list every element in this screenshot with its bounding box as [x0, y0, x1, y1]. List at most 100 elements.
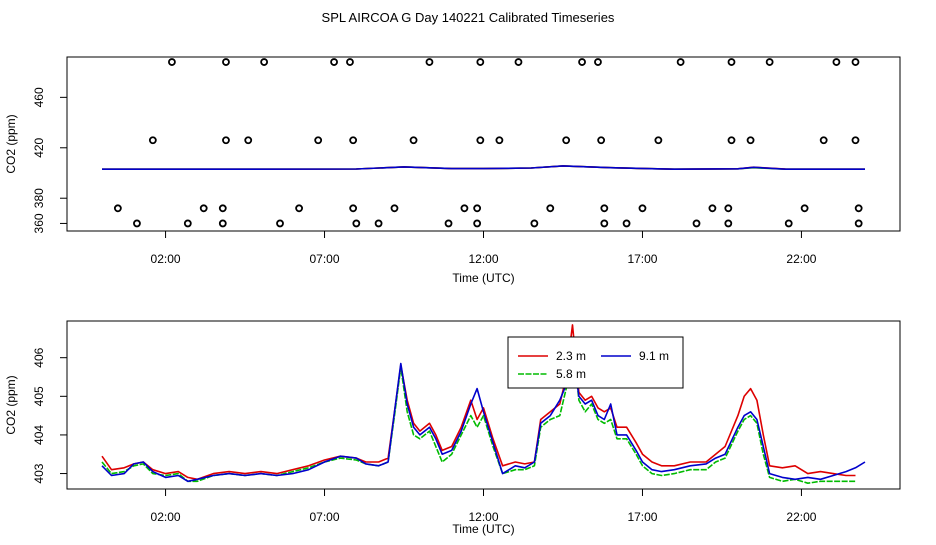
data-point [352, 219, 361, 228]
top-panel: 02:00 07:00 12:00 17:00 22:00 360 380 420 460 Tim… [4, 56, 901, 285]
series-line-2 [102, 165, 865, 170]
x-tick-label: 02:00 [151, 252, 181, 266]
data-point [784, 219, 793, 228]
legend-label: 5.8 m [556, 367, 586, 381]
plot-area [101, 324, 866, 484]
y-tick-label: 405 [32, 386, 46, 406]
x-tick-label: 02:00 [151, 510, 181, 524]
data-point [349, 204, 358, 213]
x-tick-label: 17:00 [627, 252, 657, 266]
data-point [514, 58, 523, 66]
data-point [276, 219, 284, 228]
series-line-2-3-m [101, 324, 856, 481]
data-point [708, 204, 717, 213]
data-point [851, 136, 860, 145]
legend-label: 2.3 m [556, 349, 586, 363]
data-point [676, 58, 685, 66]
data-point [183, 219, 192, 228]
x-axis-label: Time (UTC) [452, 522, 514, 536]
data-point [113, 204, 122, 213]
series-line-5-8-m [101, 337, 856, 484]
legend-box [507, 336, 684, 389]
data-point [476, 58, 485, 66]
data-point [218, 204, 227, 213]
x-tick-label: 22:00 [786, 510, 816, 524]
y-tick-label: 406 [32, 347, 46, 367]
y-axis-label: CO2 (ppm) [4, 375, 18, 434]
data-point [800, 204, 809, 213]
data-point [476, 136, 485, 145]
data-point [168, 58, 176, 66]
data-point [495, 136, 504, 145]
data-point [819, 136, 828, 145]
data-point [218, 219, 227, 228]
bottom-panel: 02:00 07:00 12:00 17:00 22:00 403 404 405 406 Tim… [4, 320, 901, 536]
data-point [546, 204, 555, 213]
x-tick-label: 12:00 [468, 252, 498, 266]
data-point [638, 204, 647, 213]
x-tick-label: 17:00 [627, 510, 657, 524]
data-point [578, 58, 586, 66]
y-axis-label: CO2 (ppm) [4, 114, 18, 173]
data-point [654, 136, 663, 145]
data-point [622, 219, 631, 228]
data-point [724, 204, 733, 213]
x-tick-label: 07:00 [310, 252, 340, 266]
legend-label: 9.1 m [639, 349, 669, 363]
plot-frame [66, 320, 901, 490]
series-line-9-1-m [101, 349, 866, 483]
y-tick-label: 380 [32, 188, 46, 208]
data-point [409, 136, 418, 145]
data-point [222, 58, 230, 66]
data-point [851, 58, 860, 66]
data-point [295, 204, 303, 213]
data-point [244, 136, 253, 145]
data-point [199, 204, 208, 213]
data-point [854, 219, 863, 228]
data-point [444, 219, 453, 228]
y-tick-label: 460 [32, 87, 46, 107]
x-tick-label: 22:00 [786, 252, 816, 266]
data-point [374, 219, 383, 228]
data-point [600, 219, 609, 228]
data-point [530, 219, 539, 228]
chart-title: SPL AIRCOA G Day 140221 Calibrated Times… [322, 10, 615, 25]
data-point [473, 219, 482, 228]
data-point [346, 58, 354, 66]
data-point [727, 58, 736, 66]
data-point [597, 136, 606, 145]
plot-frame [66, 56, 901, 232]
data-point [724, 219, 733, 228]
data-point [425, 58, 434, 66]
y-tick-label: 420 [32, 137, 46, 157]
data-point [746, 136, 755, 145]
data-point [832, 58, 841, 66]
data-point [600, 204, 609, 213]
x-axis-label: Time (UTC) [452, 271, 514, 285]
data-point [390, 204, 399, 213]
legend: 2.3 m 5.8 m 9.1 m [507, 336, 684, 389]
data-point [562, 136, 571, 145]
y-tick-label: 404 [32, 425, 46, 445]
data-point [260, 58, 269, 66]
y-tick-label: 360 [32, 213, 46, 233]
data-point [727, 136, 736, 145]
data-point [854, 204, 863, 213]
data-point [330, 58, 338, 66]
data-point [222, 136, 230, 145]
data-point [765, 58, 774, 66]
data-point [473, 204, 482, 213]
data-point [349, 136, 358, 145]
data-point [460, 204, 469, 213]
data-point [594, 58, 602, 66]
data-point [133, 219, 141, 228]
data-point [314, 136, 323, 145]
data-point [148, 136, 157, 145]
x-tick-label: 12:00 [468, 510, 498, 524]
x-tick-label: 07:00 [310, 510, 340, 524]
y-tick-label: 403 [32, 463, 46, 483]
plot-area [102, 58, 865, 228]
data-point [692, 219, 701, 228]
